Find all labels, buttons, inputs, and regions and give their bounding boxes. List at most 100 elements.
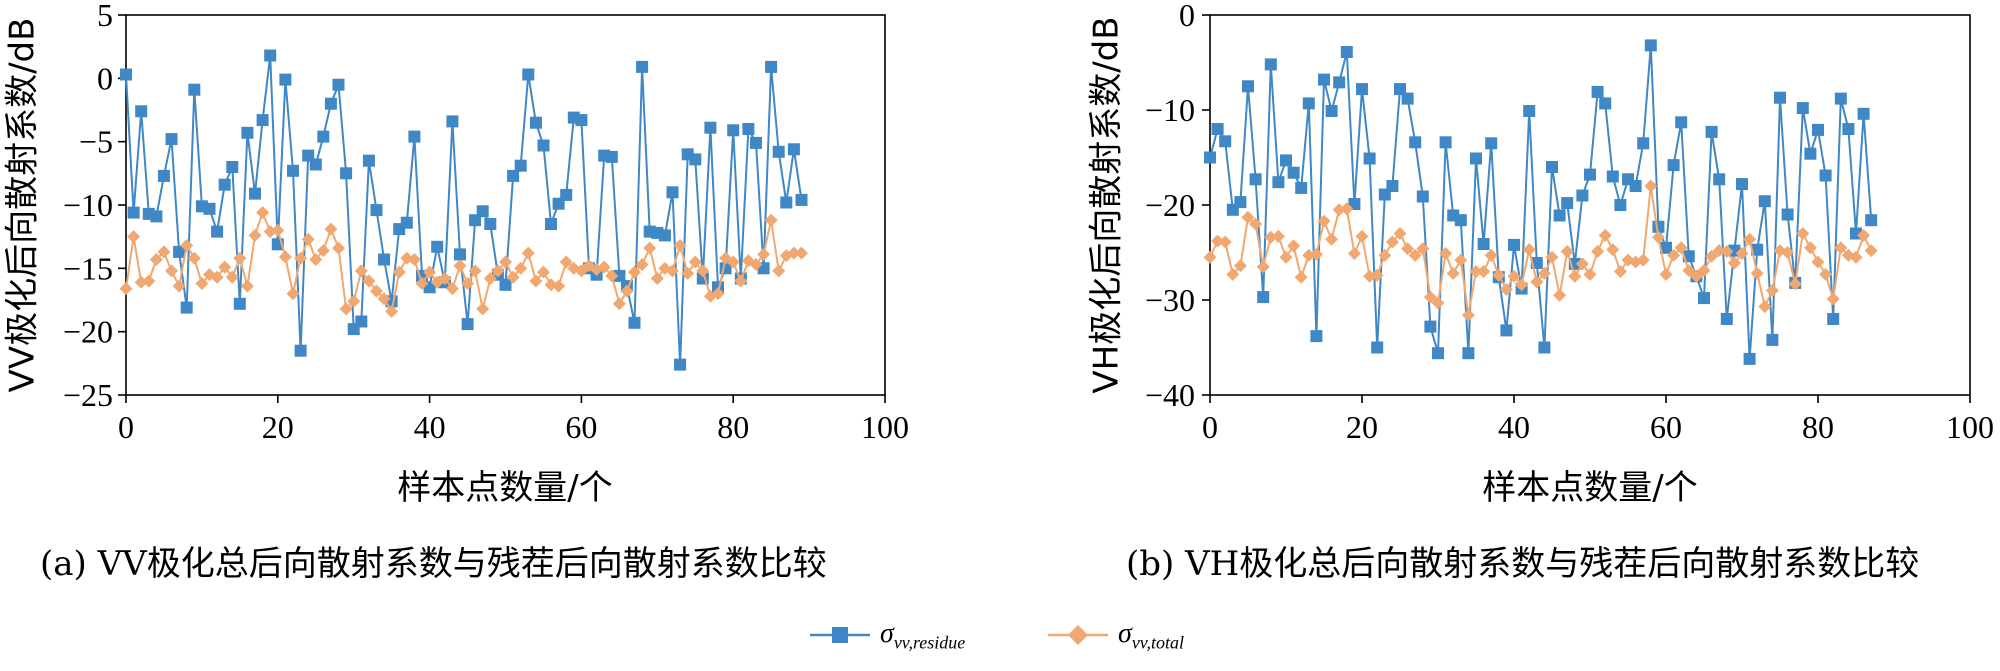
point-residue xyxy=(575,114,588,127)
point-residue xyxy=(355,315,368,328)
point-total xyxy=(309,252,323,266)
point-residue xyxy=(1675,116,1688,129)
point-total xyxy=(256,206,270,220)
point-residue xyxy=(1546,161,1558,173)
point-residue xyxy=(1264,58,1277,71)
x-tick-label: 60 xyxy=(565,409,597,445)
x-axis-label: 样本点数量/个 xyxy=(397,468,612,508)
point-residue xyxy=(658,229,671,242)
point-total xyxy=(218,260,232,274)
point-residue xyxy=(545,218,557,230)
point-total xyxy=(248,228,262,242)
point-total xyxy=(240,279,254,293)
point-residue xyxy=(1302,97,1315,110)
point-total xyxy=(772,264,786,278)
point-residue xyxy=(1439,136,1452,149)
point-residue xyxy=(150,210,163,223)
y-tick-label: −30 xyxy=(1145,282,1195,318)
point-residue xyxy=(1280,154,1292,167)
point-total xyxy=(1264,230,1278,244)
point-total xyxy=(1484,248,1498,262)
point-residue xyxy=(1523,105,1536,117)
point-total xyxy=(1568,269,1582,283)
point-residue xyxy=(1720,313,1733,325)
point-residue xyxy=(135,105,148,118)
point-total xyxy=(635,258,649,272)
y-tick-label: −5 xyxy=(79,124,113,160)
point-residue xyxy=(279,73,292,86)
point-residue xyxy=(742,123,755,135)
point-total xyxy=(1370,268,1384,282)
point-total xyxy=(1431,296,1445,310)
point-residue xyxy=(1865,214,1878,227)
point-total xyxy=(1606,243,1620,257)
point-residue xyxy=(704,121,717,134)
x-tick-label: 60 xyxy=(1650,409,1682,445)
x-tick-label: 80 xyxy=(717,409,749,445)
point-total xyxy=(764,213,778,227)
x-tick-label: 0 xyxy=(118,409,134,445)
point-residue xyxy=(499,278,512,291)
point-residue xyxy=(1857,107,1870,120)
point-total xyxy=(1332,203,1346,217)
point-total xyxy=(1279,250,1293,264)
point-residue xyxy=(241,126,254,139)
point-residue xyxy=(127,206,140,219)
x-tick-label: 0 xyxy=(1202,409,1218,445)
point-residue xyxy=(340,167,353,180)
point-residue xyxy=(256,114,269,127)
y-tick-label: 0 xyxy=(97,60,113,96)
point-total xyxy=(1545,250,1559,264)
point-residue xyxy=(636,60,649,73)
point-total xyxy=(1211,234,1225,248)
point-residue xyxy=(1698,292,1710,305)
point-residue xyxy=(1553,209,1566,222)
point-residue xyxy=(1576,189,1589,202)
point-residue xyxy=(309,158,322,171)
point-residue xyxy=(1591,85,1604,98)
point-total xyxy=(324,222,338,236)
point-total xyxy=(1363,269,1377,283)
point-residue xyxy=(431,240,444,253)
point-total xyxy=(1340,202,1354,216)
point-total xyxy=(1796,227,1810,240)
point-residue xyxy=(1781,208,1794,221)
point-total xyxy=(1226,267,1240,281)
point-residue xyxy=(628,316,641,329)
point-residue xyxy=(1249,173,1262,186)
point-residue xyxy=(772,145,785,158)
point-total xyxy=(423,265,437,279)
point-residue xyxy=(666,186,679,199)
point-total xyxy=(628,265,642,279)
point-residue xyxy=(1705,125,1718,138)
point-total xyxy=(1613,265,1627,278)
point-total xyxy=(294,251,308,265)
point-total xyxy=(1712,244,1726,258)
point-total xyxy=(1378,248,1392,262)
point-residue xyxy=(203,202,216,215)
point-residue xyxy=(1333,76,1346,89)
point-residue xyxy=(317,130,330,143)
point-total xyxy=(377,292,391,306)
point-residue xyxy=(1325,105,1338,117)
point-total xyxy=(1834,241,1848,255)
point-residue xyxy=(787,143,800,156)
point-residue xyxy=(1743,352,1756,365)
point-residue xyxy=(507,169,520,182)
point-total xyxy=(142,274,156,288)
point-residue xyxy=(1295,181,1308,194)
point-residue xyxy=(294,344,307,357)
point-residue xyxy=(1257,291,1270,304)
point-residue xyxy=(522,68,535,81)
point-residue xyxy=(1804,147,1817,160)
point-residue xyxy=(1287,166,1300,179)
point-residue xyxy=(324,97,337,110)
point-total xyxy=(362,274,376,288)
x-tick-label: 40 xyxy=(1498,409,1530,445)
point-total xyxy=(1515,278,1529,292)
point-residue xyxy=(1751,243,1764,256)
point-total xyxy=(787,246,801,260)
point-total xyxy=(1553,288,1567,302)
point-total xyxy=(757,247,771,261)
point-residue xyxy=(1599,97,1612,110)
